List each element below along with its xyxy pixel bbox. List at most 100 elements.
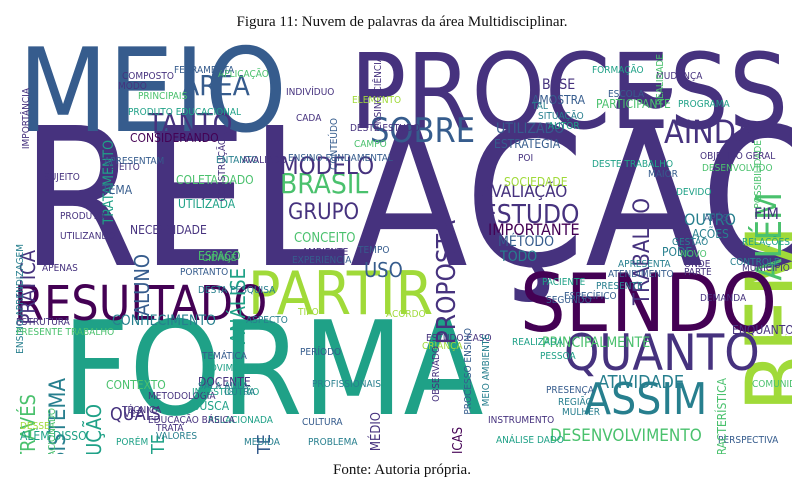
cloud-word: ESTUDO CASO bbox=[426, 333, 492, 344]
cloud-word: MUNICÍPIO bbox=[742, 263, 790, 274]
cloud-word: MAIOR bbox=[648, 169, 678, 180]
cloud-word: MEDIDA bbox=[244, 437, 280, 448]
cloud-word: BASE bbox=[542, 77, 576, 93]
cloud-word: FORMAÇÃO bbox=[592, 65, 644, 76]
cloud-word: EDUCAÇÃO BÁSICA bbox=[148, 415, 235, 426]
cloud-word: RELAÇÕES bbox=[742, 237, 790, 248]
cloud-word: PRINCIPALMENTE bbox=[542, 335, 651, 351]
cloud-word: PORÉM bbox=[116, 437, 149, 448]
cloud-word: DESTE ESTUDO bbox=[350, 123, 420, 134]
cloud-word: SOBRE bbox=[370, 111, 476, 151]
cloud-word: DEMANDA bbox=[700, 293, 747, 304]
cloud-word: CADA bbox=[296, 113, 322, 124]
cloud-word: POI bbox=[518, 153, 534, 164]
cloud-word: TÉCNICA bbox=[122, 405, 162, 416]
cloud-word: SALA AULA bbox=[198, 381, 249, 392]
cloud-word: RESULTADO bbox=[14, 276, 268, 332]
cloud-word: CONTEXTO bbox=[106, 378, 166, 392]
figure-caption: Figura 11: Nuvem de palavras da área Mul… bbox=[236, 14, 568, 30]
cloud-word: TIPO bbox=[298, 307, 319, 318]
cloud-word: APRESENTAM bbox=[104, 156, 165, 167]
cloud-word: IMPORTANTE bbox=[488, 220, 580, 239]
cloud-word: MUDANÇA bbox=[656, 71, 703, 82]
cloud-word: PRINCIPAIS bbox=[138, 91, 188, 102]
cloud-word: TANTO bbox=[148, 107, 233, 140]
cloud-word: CONTEÚDO bbox=[329, 118, 340, 170]
cloud-word: AVALIADO bbox=[242, 155, 287, 166]
cloud-word: IMPORTÂNCIA bbox=[21, 88, 32, 150]
cloud-word: RELAÇÃO bbox=[20, 88, 792, 311]
cloud-word: METODOLOGIA bbox=[148, 391, 216, 402]
cloud-word: CONTROLE bbox=[730, 257, 780, 268]
cloud-word: PRODUTO bbox=[60, 211, 105, 222]
cloud-word: INDIVÍDUO bbox=[286, 87, 335, 98]
cloud-word: MEIO AMBIENTE bbox=[481, 334, 492, 407]
cloud-word: ELEMENTO bbox=[352, 95, 402, 106]
cloud-word: PROJETO bbox=[176, 185, 232, 201]
cloud-word: ANÁLISE bbox=[226, 268, 250, 345]
cloud-word: AMOSTRA bbox=[532, 93, 586, 107]
cloud-word: PROFISSIONAIS bbox=[312, 379, 381, 390]
cloud-word: MODELO bbox=[280, 152, 375, 180]
cloud-word: SEGUNDO bbox=[546, 295, 592, 306]
cloud-word: ESTRATÉGIA bbox=[494, 137, 561, 151]
cloud-word: CAMPO bbox=[354, 139, 387, 150]
cloud-word: DESTE TRABALHO bbox=[592, 159, 674, 170]
cloud-word: ONDE bbox=[684, 259, 711, 270]
cloud-word: GRUPO bbox=[288, 200, 360, 225]
cloud-word: FIM bbox=[754, 204, 779, 223]
cloud-word: CONSTRUÇÃO bbox=[217, 138, 228, 202]
cloud-word: UTILIZADO bbox=[496, 121, 565, 137]
cloud-word: DESENVOLVIMENTO bbox=[550, 426, 702, 446]
cloud-word: ENSINO FUNDAMENTAL bbox=[288, 153, 393, 164]
cloud-word: PRODUTO EDUCACIONAL bbox=[128, 107, 242, 118]
source-caption: Fonte: Autoria própria. bbox=[333, 462, 471, 478]
cloud-word: GESTÃO bbox=[672, 237, 709, 248]
cloud-word: UTILIZADA bbox=[178, 197, 236, 211]
cloud-word: CARACTERÍSTICA bbox=[715, 378, 729, 454]
cloud-word: CONSIDERANDO bbox=[130, 131, 219, 145]
cloud-word: CIDADE bbox=[202, 253, 237, 264]
cloud-word: SOCIEDADE bbox=[504, 175, 568, 189]
cloud-word: DESENVOLVIDO bbox=[702, 163, 773, 174]
cloud-word: COMUNIDADE bbox=[752, 379, 792, 390]
cloud-word: CRIANÇA bbox=[422, 341, 463, 352]
cloud-word: PARTIR bbox=[248, 259, 434, 329]
cloud-word: UTILIZANDO bbox=[60, 231, 116, 242]
cloud-word: APLICAÇÃO bbox=[218, 69, 269, 80]
cloud-word: PARTICIPANTE bbox=[596, 97, 671, 111]
cloud-word: PERÍODO bbox=[300, 347, 342, 358]
cloud-word: ASPECTO bbox=[246, 315, 288, 326]
cloud-word: EFEITO bbox=[108, 162, 140, 173]
cloud-word: EXPERIÊNCIA bbox=[292, 255, 352, 266]
cloud-word: QUANTO bbox=[564, 324, 760, 382]
cloud-word: ANÁLISE DADO bbox=[496, 435, 564, 446]
cloud-word: OUTRO bbox=[684, 210, 736, 229]
cloud-word: FERRAMENTA bbox=[174, 65, 235, 76]
cloud-word: ENSINO MÉDIO bbox=[369, 412, 384, 454]
cloud-word: PRESENTE TRABALHO bbox=[16, 327, 115, 338]
cloud-word: PACIENTE bbox=[542, 277, 586, 288]
cloud-word: DOCENTE bbox=[198, 375, 251, 389]
cloud-word: NOVO bbox=[680, 249, 707, 260]
cloud-word: CENÁRIO bbox=[764, 335, 792, 346]
cloud-word: OBSERVADO bbox=[431, 346, 442, 402]
cloud-word: COMPOSTO bbox=[122, 71, 174, 82]
cloud-word: TODO bbox=[500, 249, 538, 265]
cloud-word: CULTURA bbox=[302, 417, 343, 428]
cloud-word: MEIO bbox=[18, 42, 287, 159]
cloud-word: TAL bbox=[532, 101, 548, 112]
cloud-word: FORMA bbox=[62, 293, 484, 445]
cloud-word: VEZ bbox=[124, 409, 142, 420]
cloud-word: COLETA DADO bbox=[176, 173, 254, 187]
cloud-word: APÓS bbox=[704, 213, 729, 224]
cloud-word: MÉTODO bbox=[498, 234, 555, 250]
cloud-word: OUTRA bbox=[224, 387, 256, 398]
cloud-word: PERSPECTIVA bbox=[718, 435, 779, 446]
cloud-word: ESCOLA bbox=[608, 89, 645, 100]
cloud-word: APRESENTA bbox=[618, 259, 671, 270]
cloud-word: MULHER bbox=[562, 407, 601, 418]
cloud-word: INVESTIGAÇÃO bbox=[192, 387, 260, 398]
cloud-word: ALUNO bbox=[130, 254, 154, 317]
cloud-word: VALORES bbox=[156, 431, 198, 442]
